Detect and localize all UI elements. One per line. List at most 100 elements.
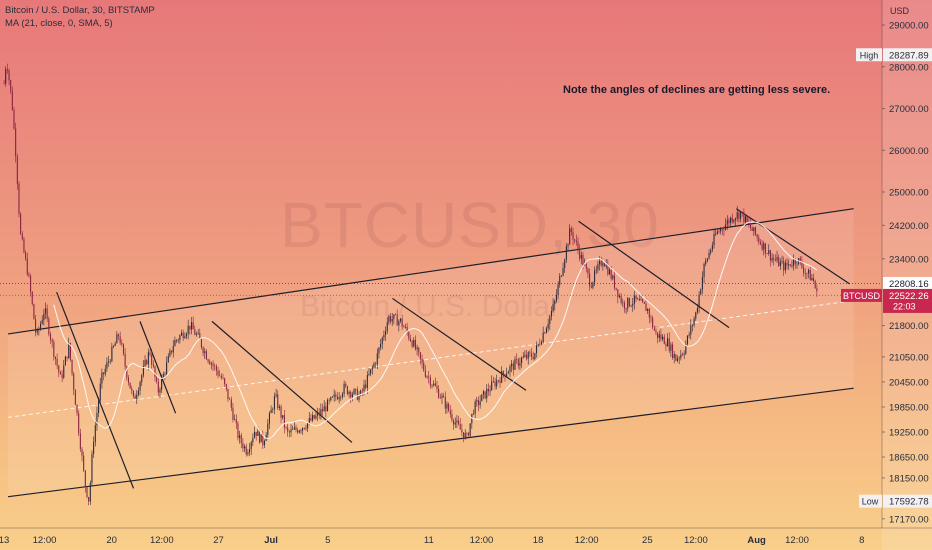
candle-body — [555, 294, 557, 301]
candle-body — [5, 69, 7, 84]
candle-body — [436, 386, 438, 389]
candle-body — [340, 396, 342, 398]
candle-body — [13, 109, 15, 129]
candle-body — [461, 429, 463, 433]
candle-body — [149, 352, 151, 355]
candle-body — [78, 413, 80, 434]
time-tick-label: 12:00 — [575, 535, 599, 546]
candle-body — [497, 380, 499, 381]
candle-body — [25, 252, 27, 259]
candle-body — [210, 363, 212, 365]
candle-body — [695, 312, 697, 319]
candle-body — [607, 264, 609, 275]
candle-body — [577, 241, 579, 250]
candle-body — [406, 326, 408, 333]
candle-body — [248, 449, 251, 453]
candle-body — [789, 264, 791, 266]
candle-body — [610, 269, 612, 279]
candle-body — [668, 338, 670, 351]
candle-body — [658, 334, 660, 338]
candle-body — [572, 232, 574, 240]
time-tick-label: 27 — [213, 535, 224, 546]
candle-body — [360, 390, 362, 396]
candle-body — [660, 334, 662, 340]
candle-body — [8, 70, 10, 81]
candle-body — [645, 303, 647, 311]
candle-body — [136, 394, 138, 399]
candle-body — [331, 396, 334, 398]
candle-body — [771, 258, 773, 261]
candle-body — [63, 365, 65, 378]
candle-body — [182, 332, 184, 339]
candle-body — [41, 320, 43, 324]
candle-body — [283, 415, 285, 428]
candle-body — [237, 423, 239, 439]
candle-body — [209, 361, 211, 365]
candle-body — [590, 286, 592, 288]
candle-body — [700, 289, 702, 295]
candle-body — [466, 433, 468, 434]
bar-countdown: 22:03 — [893, 301, 916, 311]
candle-body — [512, 363, 514, 370]
candle-body — [404, 326, 407, 328]
candle-body — [312, 415, 314, 421]
decline-line-4 — [392, 297, 527, 391]
candle-body — [756, 234, 758, 238]
high-value: 28287.89 — [889, 50, 929, 61]
candle-body — [386, 322, 388, 332]
candle-body — [330, 397, 332, 401]
candle-body — [131, 388, 133, 391]
candle-body — [230, 399, 232, 408]
candle-body — [681, 354, 684, 356]
candle-body — [680, 354, 682, 358]
candle-body — [103, 372, 105, 375]
candle-body — [315, 415, 317, 419]
candle-body — [715, 234, 717, 235]
candle-body — [144, 360, 146, 366]
candle-body — [751, 228, 753, 231]
candle-body — [582, 254, 584, 266]
candle-body — [222, 378, 224, 379]
candle-body — [554, 300, 556, 305]
candle-body — [119, 336, 121, 344]
candle-body — [240, 435, 242, 444]
candle-body — [280, 406, 282, 418]
candle-body — [122, 344, 125, 354]
candle-body — [169, 350, 171, 356]
candle-body — [738, 212, 740, 219]
candle-body — [185, 333, 188, 337]
candle-body — [516, 359, 518, 360]
candle-body — [333, 394, 335, 397]
candle-body — [761, 243, 763, 250]
candle-body — [79, 433, 81, 450]
candle-body — [378, 347, 380, 354]
candle-body — [106, 362, 108, 369]
candle-body — [262, 434, 264, 446]
candle-body — [811, 277, 813, 281]
candle-body — [605, 264, 607, 267]
candle-body — [587, 268, 589, 274]
candle-body — [189, 325, 191, 330]
candle-body — [250, 442, 252, 450]
candle-body — [394, 314, 397, 316]
candle-body — [418, 347, 420, 353]
candle-body — [653, 327, 655, 331]
candle-body — [623, 302, 625, 309]
candle-body — [293, 427, 295, 430]
candle-body — [766, 253, 768, 255]
candle-body — [162, 374, 164, 378]
candle-body — [635, 295, 637, 299]
candle-body — [801, 261, 803, 268]
candle-body — [381, 337, 383, 345]
candle-body — [232, 407, 234, 420]
candle-body — [784, 262, 786, 271]
time-tick-label: 12:00 — [785, 535, 809, 546]
price-tick-label: 28000.00 — [889, 62, 929, 73]
candle-body — [433, 383, 435, 386]
candle-body — [229, 399, 231, 400]
candle-body — [323, 406, 325, 412]
candle-body — [706, 258, 708, 261]
candle-body — [21, 233, 23, 240]
